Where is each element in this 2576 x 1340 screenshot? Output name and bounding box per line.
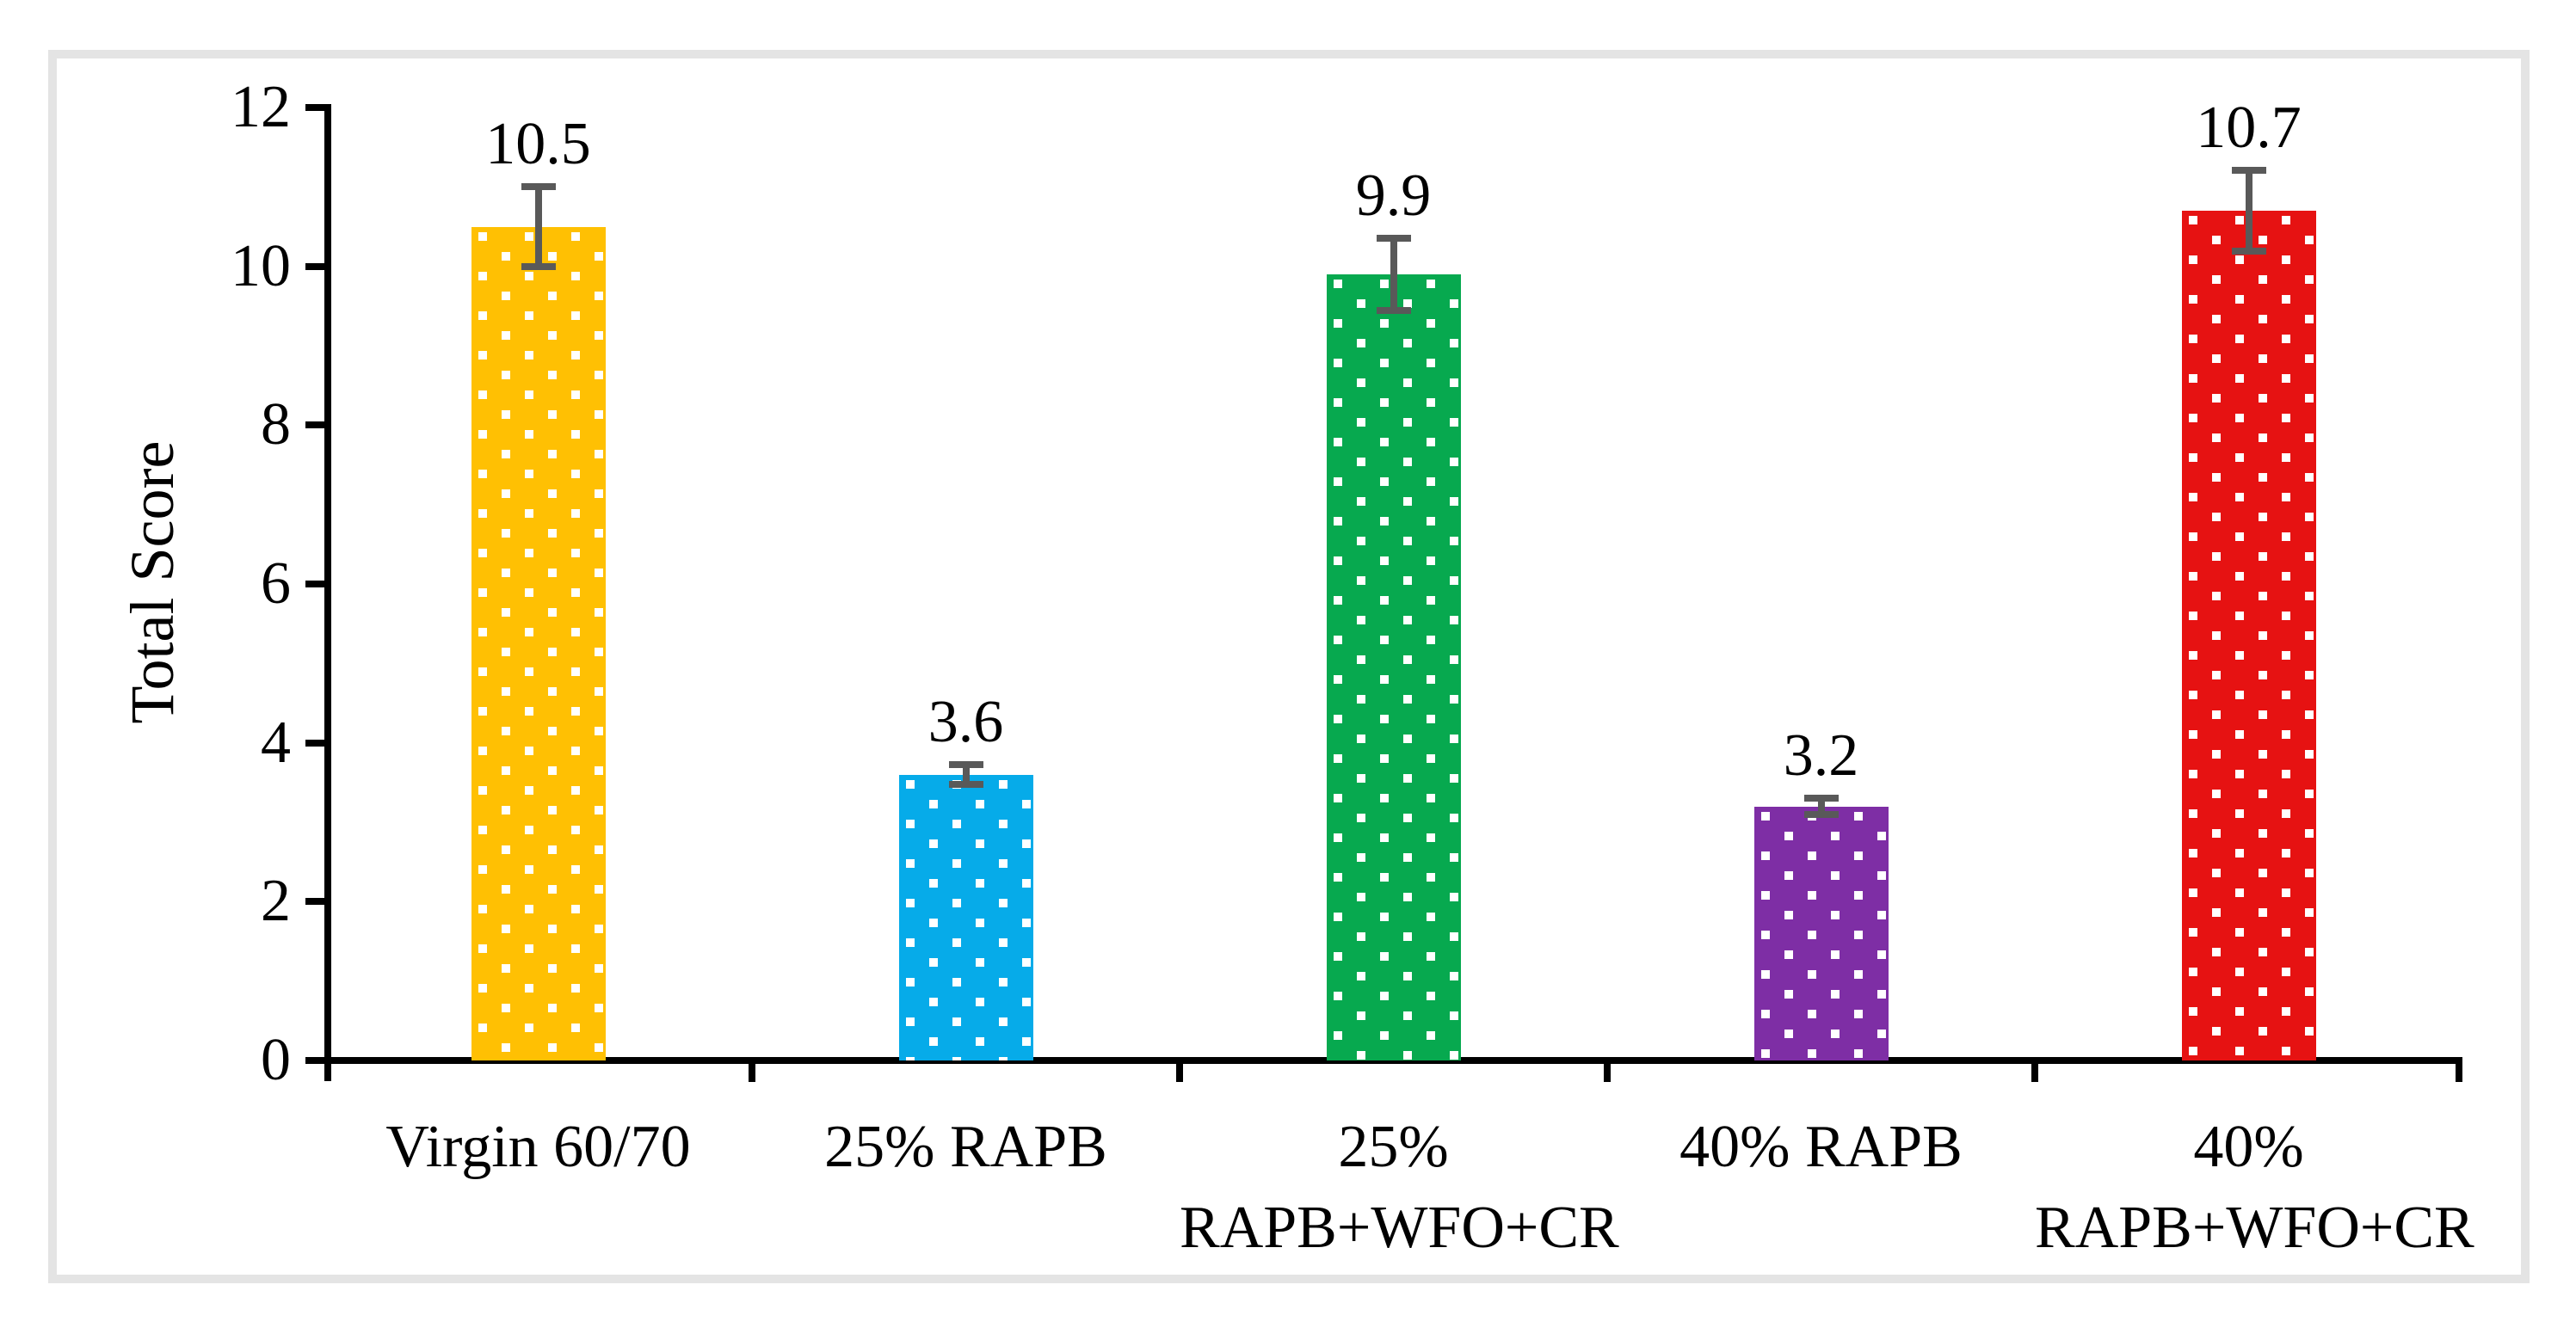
x-tick-mark — [749, 1064, 755, 1082]
bar-3 — [1326, 274, 1461, 1060]
y-tick-label: 4 — [261, 709, 291, 776]
error-bar-cap-top — [2231, 167, 2266, 175]
x-tick-mark — [2031, 1064, 2038, 1082]
y-tick-label: 0 — [261, 1027, 291, 1093]
bar-value-label: 3.6 — [927, 688, 1004, 755]
x-tick-mark — [2456, 1064, 2462, 1082]
error-bar-cap-bottom — [1803, 811, 1839, 819]
x-axis-line — [305, 1057, 2462, 1064]
y-tick-mark — [305, 581, 324, 588]
bar-value-label: 10.7 — [2196, 95, 2302, 162]
bar-5 — [2181, 211, 2316, 1060]
error-bar-stem — [962, 760, 970, 789]
bar-value-label: 9.9 — [1355, 162, 1432, 229]
y-tick-mark — [305, 739, 324, 747]
bar-value-label: 3.2 — [1783, 722, 1859, 789]
category-label: 40% RAPB+WFO+CR — [2035, 1114, 2474, 1261]
error-bar-stem — [1817, 794, 1825, 819]
y-axis-line — [324, 104, 331, 1081]
error-bar-stem — [1390, 234, 1397, 315]
error-bar-stem — [534, 182, 542, 271]
x-tick-mark — [1604, 1064, 1611, 1082]
y-tick-label: 8 — [261, 391, 291, 458]
bar-4 — [1753, 806, 1889, 1060]
bar-1 — [471, 226, 606, 1060]
y-tick-mark — [305, 262, 324, 270]
y-tick-mark — [305, 1057, 324, 1064]
y-tick-label: 12 — [231, 74, 291, 141]
category-label: 40% RAPB — [1679, 1114, 1963, 1180]
error-bar-cap-bottom — [1376, 307, 1411, 315]
y-tick-mark — [305, 898, 324, 906]
category-label: Virgin 60/70 — [385, 1114, 691, 1180]
y-tick-label: 6 — [261, 550, 291, 618]
bar-2 — [898, 774, 1033, 1060]
bar-value-label: 10.5 — [485, 110, 591, 177]
error-bar-cap-bottom — [948, 781, 983, 789]
error-bar-stem — [2245, 167, 2252, 255]
error-bar-cap-top — [1803, 794, 1839, 802]
error-bar-cap-top — [948, 760, 983, 768]
category-label: 25% RAPB — [824, 1114, 1107, 1180]
error-bar-cap-top — [1376, 234, 1411, 242]
y-tick-label: 10 — [231, 232, 291, 299]
figure-border-frame — [48, 50, 2530, 1283]
x-tick-mark — [1176, 1064, 1183, 1082]
category-label: 25% RAPB+WFO+CR — [1180, 1114, 1619, 1261]
error-bar-cap-bottom — [521, 263, 556, 271]
error-bar-cap-top — [521, 182, 556, 190]
error-bar-cap-bottom — [2231, 247, 2266, 255]
y-tick-label: 2 — [261, 868, 291, 935]
y-tick-mark — [305, 104, 324, 112]
y-tick-mark — [305, 421, 324, 429]
